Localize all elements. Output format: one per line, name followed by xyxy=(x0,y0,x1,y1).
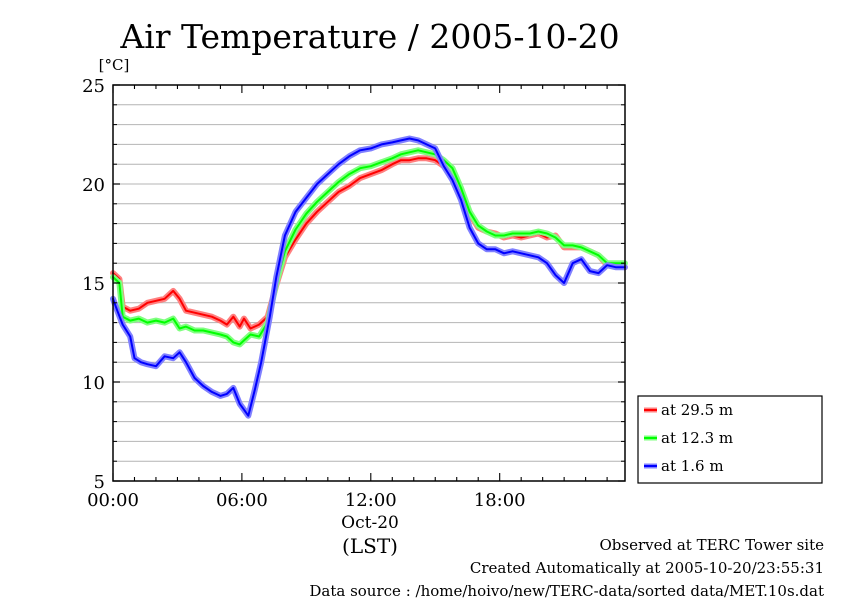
chart-title: Air Temperature / 2005-10-20 xyxy=(119,17,619,56)
grid xyxy=(113,104,625,462)
y-tick-label: 20 xyxy=(82,175,105,196)
series-band xyxy=(110,135,628,419)
footer-observed: Observed at TERC Tower site xyxy=(599,536,824,554)
y-tick-label: 15 xyxy=(82,274,105,295)
x-date-label: Oct-20 xyxy=(341,513,399,533)
footer-created: Created Automatically at 2005-10-20/23:5… xyxy=(469,559,824,577)
footer-source: Data source : /home/hoivo/new/TERC-data/… xyxy=(309,582,824,600)
series-line xyxy=(112,137,626,417)
legend-label: at 29.5 m xyxy=(661,401,733,419)
x-tick-label: 06:00 xyxy=(216,490,268,511)
x-tick-label: 00:00 xyxy=(87,490,139,511)
legend-box xyxy=(637,395,823,484)
ticks: 5 10 15 20 25 00:00 06:00 12:00 18:00 xyxy=(82,76,625,511)
y-tick-label: 10 xyxy=(82,373,105,394)
y-tick-label: 25 xyxy=(82,76,105,97)
legend-label: at 1.6 m xyxy=(661,457,724,475)
series-layer xyxy=(110,135,628,419)
series-line xyxy=(112,149,626,346)
y-tick-label: 5 xyxy=(94,472,105,493)
y-axis-label: [°C] xyxy=(99,56,130,74)
x-tick-label: 18:00 xyxy=(474,490,526,511)
legend: at 29.5 m at 12.3 m at 1.6 m xyxy=(637,395,823,484)
legend-label: at 12.3 m xyxy=(661,429,733,447)
x-tick-label: 12:00 xyxy=(345,490,397,511)
series-band xyxy=(110,147,628,348)
x-axis-label: (LST) xyxy=(342,534,398,558)
